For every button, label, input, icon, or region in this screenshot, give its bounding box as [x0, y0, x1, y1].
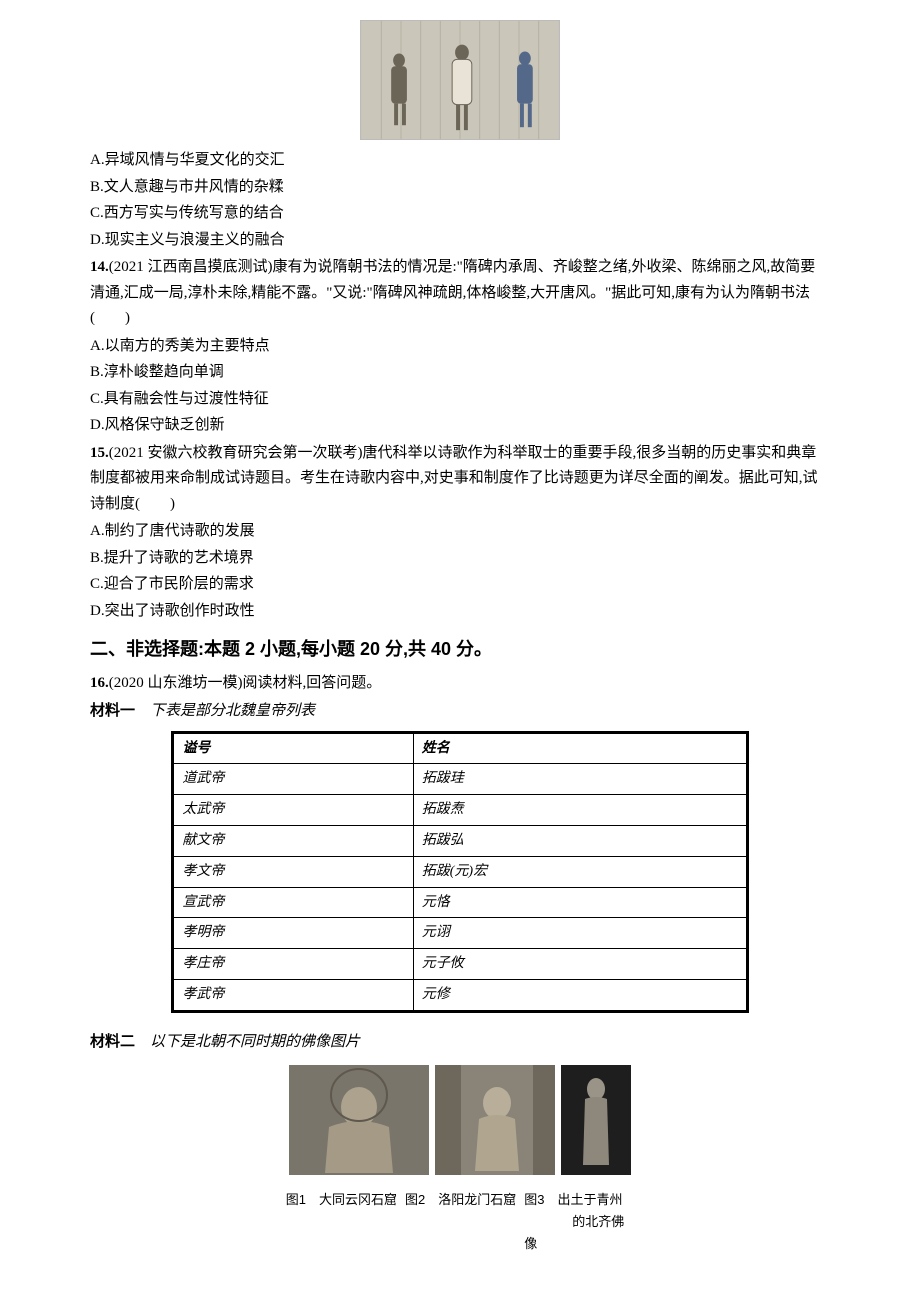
- q15-stem: 15.(2021 安徽六校教育研究会第一次联考)唐代科举以诗歌作为科举取士的重要…: [90, 441, 830, 518]
- q13-option-b[interactable]: B.文人意趣与市井风情的杂糅: [90, 175, 830, 201]
- painting-svg: [361, 21, 559, 139]
- buddha-image-3: [561, 1065, 631, 1175]
- table-cell: 孝文帝: [173, 856, 413, 887]
- buddha-images-row: 图1 大同云冈石窟 图2 洛阳龙门石窟 图3 出土于青州 的北齐佛像: [90, 1065, 830, 1255]
- q14-option-d[interactable]: D.风格保守缺乏创新: [90, 413, 830, 439]
- q16-material2: 材料二 以下是北朝不同时期的佛像图片: [90, 1029, 830, 1056]
- buddha-captions: 图1 大同云冈石窟 图2 洛阳龙门石窟 图3 出土于青州 的北齐佛像: [90, 1189, 830, 1255]
- buddha-image-2: [435, 1065, 555, 1175]
- material1-label: 材料一: [90, 702, 135, 719]
- table-cell: 道武帝: [173, 764, 413, 795]
- table-cell: 拓跋(元)宏: [413, 856, 747, 887]
- question-figure-image: [360, 20, 560, 140]
- q14-text: (2021 江西南昌摸底测试)康有为说隋朝书法的情况是:"隋碑内承周、齐峻整之绪…: [90, 259, 815, 326]
- q16-text: (2020 山东潍坊一模)阅读材料,回答问题。: [109, 675, 382, 691]
- table-row: 孝武帝元修: [173, 979, 747, 1011]
- emperor-table-body: 道武帝拓跋珪太武帝拓跋焘献文帝拓跋弘孝文帝拓跋(元)宏宣武帝元恪孝明帝元诩孝庄帝…: [173, 764, 747, 1011]
- yungang-svg: [289, 1065, 429, 1175]
- table-cell: 孝武帝: [173, 979, 413, 1011]
- q15-option-b[interactable]: B.提升了诗歌的艺术境界: [90, 546, 830, 572]
- section-2-header: 二、非选择题:本题 2 小题,每小题 20 分,共 40 分。: [90, 634, 830, 665]
- q16-stem: 16.(2020 山东潍坊一模)阅读材料,回答问题。: [90, 671, 830, 697]
- q14-option-a[interactable]: A.以南方的秀美为主要特点: [90, 334, 830, 360]
- table-row: 太武帝拓跋焘: [173, 795, 747, 826]
- q14-stem: 14.(2021 江西南昌摸底测试)康有为说隋朝书法的情况是:"隋碑内承周、齐峻…: [90, 255, 830, 332]
- caption-3: 图3 出土于青州 的北齐佛像: [524, 1189, 634, 1255]
- material2-desc: 以下是北朝不同时期的佛像图片: [150, 1034, 360, 1050]
- table-cell: 宣武帝: [173, 887, 413, 918]
- q14-option-c[interactable]: C.具有融会性与过渡性特征: [90, 387, 830, 413]
- table-cell: 拓跋珪: [413, 764, 747, 795]
- q16-material1: 材料一 下表是部分北魏皇帝列表: [90, 698, 830, 725]
- caption-1: 图1 大同云冈石窟: [286, 1189, 397, 1255]
- q15-option-a[interactable]: A.制约了唐代诗歌的发展: [90, 519, 830, 545]
- q16-number: 16.: [90, 675, 109, 691]
- table-row: 孝庄帝元子攸: [173, 949, 747, 980]
- longmen-svg: [435, 1065, 555, 1175]
- table-header-row: 谥号 姓名: [173, 732, 747, 764]
- q13-option-d[interactable]: D.现实主义与浪漫主义的融合: [90, 228, 830, 254]
- q14-number: 14.: [90, 259, 109, 275]
- table-header-posthumous: 谥号: [173, 732, 413, 764]
- table-row: 献文帝拓跋弘: [173, 825, 747, 856]
- material2-label: 材料二: [90, 1033, 135, 1050]
- caption-3-line1: 图3 出土于青州: [524, 1192, 622, 1207]
- table-row: 孝文帝拓跋(元)宏: [173, 856, 747, 887]
- q15-option-d[interactable]: D.突出了诗歌创作时政性: [90, 599, 830, 625]
- emperor-table: 谥号 姓名 道武帝拓跋珪太武帝拓跋焘献文帝拓跋弘孝文帝拓跋(元)宏宣武帝元恪孝明…: [171, 731, 748, 1013]
- table-cell: 拓跋焘: [413, 795, 747, 826]
- q13-option-a[interactable]: A.异域风情与华夏文化的交汇: [90, 148, 830, 174]
- q13-option-c[interactable]: C.西方写实与传统写意的结合: [90, 201, 830, 227]
- table-cell: 孝庄帝: [173, 949, 413, 980]
- caption-3-line2: 的北齐佛像: [524, 1214, 624, 1251]
- qingzhou-svg: [561, 1065, 631, 1175]
- q14-option-b[interactable]: B.淳朴峻整趋向单调: [90, 360, 830, 386]
- q15-number: 15.: [90, 445, 109, 461]
- buddha-image-1: [289, 1065, 429, 1175]
- table-cell: 元诩: [413, 918, 747, 949]
- table-cell: 元子攸: [413, 949, 747, 980]
- table-row: 宣武帝元恪: [173, 887, 747, 918]
- table-cell: 元恪: [413, 887, 747, 918]
- q15-option-c[interactable]: C.迎合了市民阶层的需求: [90, 572, 830, 598]
- table-cell: 献文帝: [173, 825, 413, 856]
- table-cell: 拓跋弘: [413, 825, 747, 856]
- table-cell: 元修: [413, 979, 747, 1011]
- caption-2: 图2 洛阳龙门石窟: [405, 1189, 516, 1255]
- table-row: 道武帝拓跋珪: [173, 764, 747, 795]
- table-cell: 太武帝: [173, 795, 413, 826]
- table-cell: 孝明帝: [173, 918, 413, 949]
- q15-text: (2021 安徽六校教育研究会第一次联考)唐代科举以诗歌作为科举取士的重要手段,…: [90, 445, 818, 512]
- material1-desc: 下表是部分北魏皇帝列表: [150, 703, 315, 719]
- table-header-name: 姓名: [413, 732, 747, 764]
- table-row: 孝明帝元诩: [173, 918, 747, 949]
